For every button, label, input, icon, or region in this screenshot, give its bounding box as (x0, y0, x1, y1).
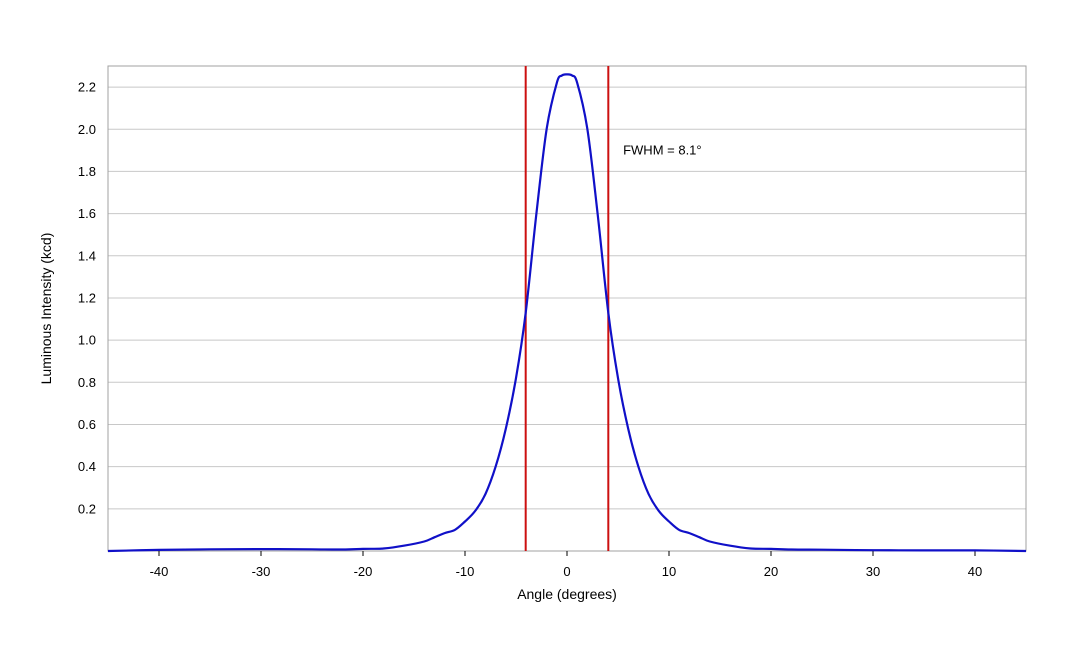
plot-frame (107, 65, 1027, 552)
x-tick-label-2: -20 (354, 564, 373, 579)
x-tick-label-4: 0 (563, 564, 570, 579)
y-tick-label-5: 1.2 (78, 290, 96, 305)
y-tick-label-4: 1.0 (78, 333, 96, 348)
y-tick-label-1: 0.4 (78, 459, 96, 474)
x-tick-label-5: 10 (662, 564, 676, 579)
intensity-curve (107, 73, 1027, 553)
x-tick-label-1: -30 (252, 564, 271, 579)
y-tick-label-8: 1.8 (78, 164, 96, 179)
x-tick-label-6: 20 (764, 564, 778, 579)
y-tick-label-2: 0.6 (78, 417, 96, 432)
y-tick-label-10: 2.2 (78, 80, 96, 95)
x-tick-label-8: 40 (968, 564, 982, 579)
gridlines (108, 86, 1026, 552)
x-tick-label-7: 30 (866, 564, 880, 579)
fwhm-markers (524, 66, 610, 551)
x-axis-title: Angle (degrees) (517, 586, 617, 602)
y-axis-ticks: 0.2 0.4 0.6 0.8 1.0 1.2 1.4 1.6 1.8 2.0 2.2 (78, 80, 96, 517)
x-tick-label-3: -10 (456, 564, 475, 579)
y-tick-label-6: 1.4 (78, 248, 96, 263)
y-tick-label-3: 0.8 (78, 375, 96, 390)
y-tick-label-0: 0.2 (78, 501, 96, 516)
x-axis-ticks: -40 -30 -20 -10 0 10 20 30 40 (150, 551, 982, 579)
y-tick-label-7: 1.6 (78, 206, 96, 221)
x-tick-label-0: -40 (150, 564, 169, 579)
y-tick-label-9: 2.0 (78, 122, 96, 137)
fwhm-annotation: FWHM = 8.1° (623, 143, 702, 158)
y-axis-title: Luminous Intensity (kcd) (38, 233, 54, 385)
